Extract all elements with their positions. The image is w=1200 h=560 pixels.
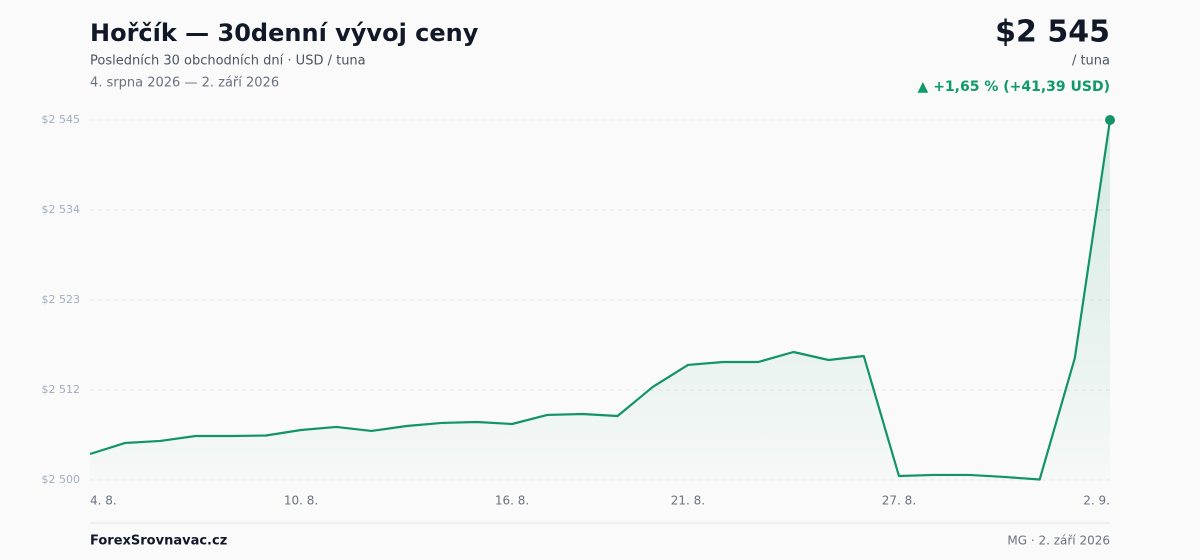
date-range: 4. srpna 2026 — 2. září 2026: [90, 76, 279, 91]
line: [89, 119, 1112, 481]
x-tick-label: 21. 8.: [671, 494, 705, 508]
price-change: ▲ +1,65 % (+41,39 USD): [918, 79, 1110, 95]
price-unit: / tuna: [1072, 54, 1110, 69]
chart-title: Hořčík — 30denní vývoj ceny: [90, 19, 479, 47]
y-tick-label: $2 512: [42, 383, 81, 396]
area: [90, 120, 1110, 480]
subtitle: Posledních 30 obchodních dní · USD / tun…: [90, 54, 366, 69]
y-tick-label: $2 523: [42, 293, 81, 306]
x-tick-label: 16. 8.: [495, 494, 529, 508]
y-tick-label: $2 534: [42, 203, 81, 216]
footer-source: ForexSrovnavac.cz: [90, 534, 227, 549]
last-point: [1105, 115, 1115, 125]
footer-note: MG · 2. září 2026: [1007, 534, 1110, 548]
x-tick-label: 2. 9.: [1083, 494, 1110, 508]
x-tick-label: 10. 8.: [284, 494, 318, 508]
y-tick-label: $2 500: [42, 473, 81, 486]
y-tick-label: $2 545: [42, 113, 81, 126]
x-tick-label: 27. 8.: [882, 494, 916, 508]
price: $2 545: [995, 15, 1110, 50]
x-tick-label: 4. 8.: [90, 494, 117, 508]
